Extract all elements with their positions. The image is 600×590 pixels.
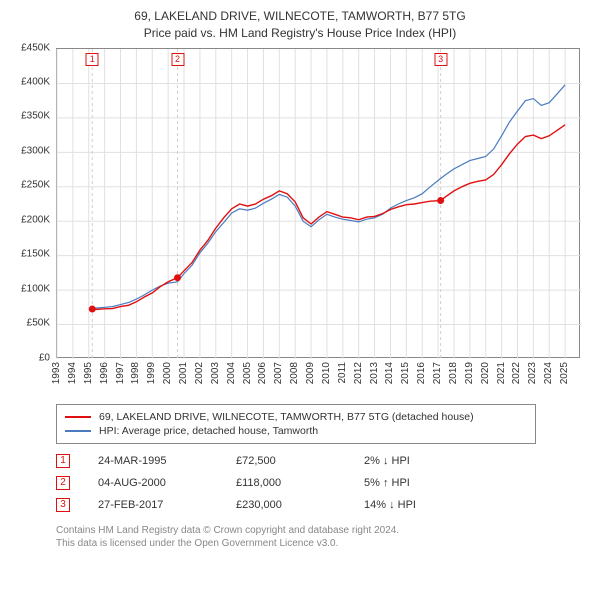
marker-hpi-diff: 5% ↑ HPI [364, 477, 484, 489]
legend-item: 69, LAKELAND DRIVE, WILNECOTE, TAMWORTH,… [65, 410, 527, 424]
y-axis: £0£50K£100K£150K£200K£250K£300K£350K£400… [10, 48, 54, 358]
x-axis-label: 2012 [353, 362, 364, 384]
x-axis-label: 2011 [337, 362, 348, 384]
y-axis-label: £200K [21, 214, 50, 225]
marker-price: £230,000 [236, 499, 336, 511]
x-axis-label: 2008 [289, 362, 300, 384]
x-axis-label: 2013 [369, 362, 380, 384]
x-axis-label: 2006 [257, 362, 268, 384]
x-axis-label: 2014 [384, 362, 395, 384]
footer-line2: This data is licensed under the Open Gov… [56, 537, 590, 551]
legend-label: 69, LAKELAND DRIVE, WILNECOTE, TAMWORTH,… [99, 411, 474, 423]
sale-marker-3: 3 [434, 53, 447, 66]
x-axis-label: 2024 [543, 362, 554, 384]
plot-svg [57, 49, 581, 359]
marker-table-row: 3 27-FEB-2017 £230,000 14% ↓ HPI [56, 494, 536, 516]
x-axis-label: 1996 [99, 362, 110, 384]
x-axis-label: 2001 [178, 362, 189, 384]
marker-table-row: 1 24-MAR-1995 £72,500 2% ↓ HPI [56, 450, 536, 472]
sale-marker-2: 2 [171, 53, 184, 66]
legend: 69, LAKELAND DRIVE, WILNECOTE, TAMWORTH,… [56, 404, 536, 444]
x-axis-label: 2025 [559, 362, 570, 384]
marker-price: £118,000 [236, 477, 336, 489]
marker-date: 27-FEB-2017 [98, 499, 208, 511]
y-axis-label: £0 [39, 352, 50, 363]
marker-hpi-diff: 2% ↓ HPI [364, 455, 484, 467]
x-axis-label: 2009 [305, 362, 316, 384]
x-axis-label: 1993 [51, 362, 62, 384]
x-axis-label: 2017 [432, 362, 443, 384]
x-axis-label: 2003 [210, 362, 221, 384]
x-axis-label: 2016 [416, 362, 427, 384]
x-axis-label: 2023 [527, 362, 538, 384]
legend-label: HPI: Average price, detached house, Tamw… [99, 425, 318, 437]
chart-title-line1: 69, LAKELAND DRIVE, WILNECOTE, TAMWORTH,… [10, 8, 590, 25]
y-axis-label: £450K [21, 42, 50, 53]
marker-price: £72,500 [236, 455, 336, 467]
y-axis-label: £400K [21, 77, 50, 88]
x-axis-label: 2018 [448, 362, 459, 384]
chart-title-block: 69, LAKELAND DRIVE, WILNECOTE, TAMWORTH,… [10, 8, 590, 42]
x-axis-label: 2022 [511, 362, 522, 384]
y-axis-label: £150K [21, 249, 50, 260]
legend-item: HPI: Average price, detached house, Tamw… [65, 424, 527, 438]
y-axis-label: £350K [21, 111, 50, 122]
x-axis-label: 2002 [194, 362, 205, 384]
page-container: 69, LAKELAND DRIVE, WILNECOTE, TAMWORTH,… [0, 0, 600, 561]
x-axis-label: 1998 [130, 362, 141, 384]
chart-title-line2: Price paid vs. HM Land Registry's House … [10, 25, 590, 42]
plot-area: 1 2 3 [56, 48, 580, 358]
x-axis-label: 2015 [400, 362, 411, 384]
x-axis-label: 2020 [480, 362, 491, 384]
x-axis-label: 2019 [464, 362, 475, 384]
y-axis-label: £100K [21, 283, 50, 294]
marker-number-box: 1 [56, 454, 70, 468]
marker-table-row: 2 04-AUG-2000 £118,000 5% ↑ HPI [56, 472, 536, 494]
x-axis-label: 2010 [321, 362, 332, 384]
marker-number-box: 3 [56, 498, 70, 512]
marker-date: 24-MAR-1995 [98, 455, 208, 467]
x-axis-label: 2005 [242, 362, 253, 384]
x-axis-label: 2000 [162, 362, 173, 384]
footer-attribution: Contains HM Land Registry data © Crown c… [56, 524, 590, 551]
x-axis-label: 2007 [273, 362, 284, 384]
y-axis-label: £250K [21, 180, 50, 191]
x-axis-label: 1997 [115, 362, 126, 384]
y-axis-label: £300K [21, 145, 50, 156]
x-axis-label: 1995 [83, 362, 94, 384]
chart-area: £0 £50K £100K £150K £200K £250K £300K £350K £400… [10, 48, 590, 398]
y-axis-label: £50K [27, 318, 50, 329]
x-axis-label: 2004 [226, 362, 237, 384]
x-axis-label: 1999 [146, 362, 157, 384]
footer-line1: Contains HM Land Registry data © Crown c… [56, 524, 590, 538]
x-axis: 1993199419951996199719981999200020012002… [56, 362, 580, 398]
marker-number-box: 2 [56, 476, 70, 490]
x-axis-label: 1994 [67, 362, 78, 384]
marker-date: 04-AUG-2000 [98, 477, 208, 489]
x-axis-label: 2021 [496, 362, 507, 384]
legend-swatch [65, 430, 91, 432]
sale-markers-table: 1 24-MAR-1995 £72,500 2% ↓ HPI 2 04-AUG-2000 £… [56, 450, 536, 516]
marker-hpi-diff: 14% ↓ HPI [364, 499, 484, 511]
legend-swatch [65, 416, 91, 418]
sale-marker-1: 1 [86, 53, 99, 66]
